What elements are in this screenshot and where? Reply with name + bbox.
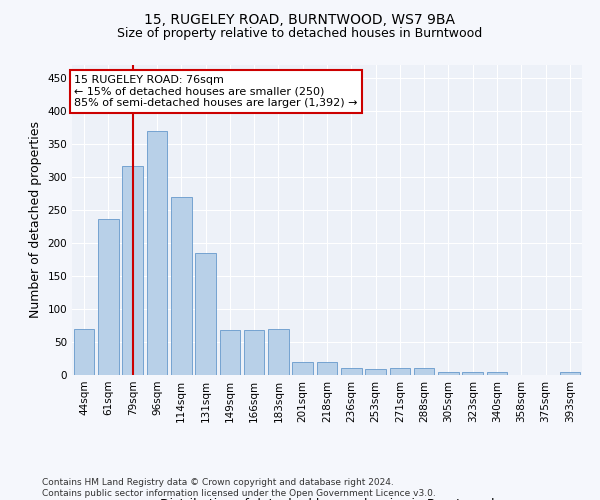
Bar	[438, 372, 459, 375]
Text: Contains HM Land Registry data © Crown copyright and database right 2024.
Contai: Contains HM Land Registry data © Crown c…	[42, 478, 436, 498]
Y-axis label: Number of detached properties: Number of detached properties	[29, 122, 42, 318]
Text: 15 RUGELEY ROAD: 76sqm
← 15% of detached houses are smaller (250)
85% of semi-de: 15 RUGELEY ROAD: 76sqm ← 15% of detached…	[74, 75, 358, 108]
Bar	[244, 330, 265, 375]
Bar	[220, 330, 240, 375]
Bar	[389, 368, 410, 375]
Bar	[292, 362, 313, 375]
Bar	[365, 369, 386, 375]
Bar	[341, 368, 362, 375]
Bar	[74, 329, 94, 375]
Bar	[463, 372, 483, 375]
Bar	[171, 197, 191, 375]
Bar	[195, 253, 216, 375]
Text: 15, RUGELEY ROAD, BURNTWOOD, WS7 9BA: 15, RUGELEY ROAD, BURNTWOOD, WS7 9BA	[145, 12, 455, 26]
X-axis label: Distribution of detached houses by size in Burntwood: Distribution of detached houses by size …	[160, 498, 494, 500]
Bar	[98, 218, 119, 375]
Bar	[317, 362, 337, 375]
Bar	[146, 131, 167, 375]
Bar	[268, 329, 289, 375]
Text: Size of property relative to detached houses in Burntwood: Size of property relative to detached ho…	[118, 28, 482, 40]
Bar	[122, 166, 143, 375]
Bar	[560, 372, 580, 375]
Bar	[487, 372, 508, 375]
Bar	[414, 368, 434, 375]
